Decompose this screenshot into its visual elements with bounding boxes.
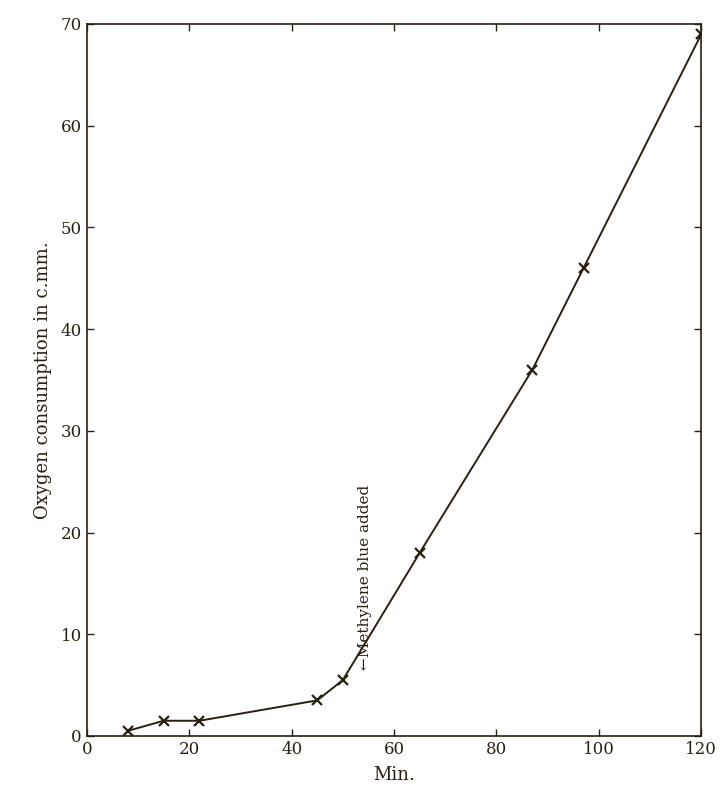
Text: ←Methylene blue added: ←Methylene blue added [358, 485, 372, 670]
X-axis label: Min.: Min. [373, 766, 415, 784]
Y-axis label: Oxygen consumption in c.mm.: Oxygen consumption in c.mm. [34, 241, 52, 519]
